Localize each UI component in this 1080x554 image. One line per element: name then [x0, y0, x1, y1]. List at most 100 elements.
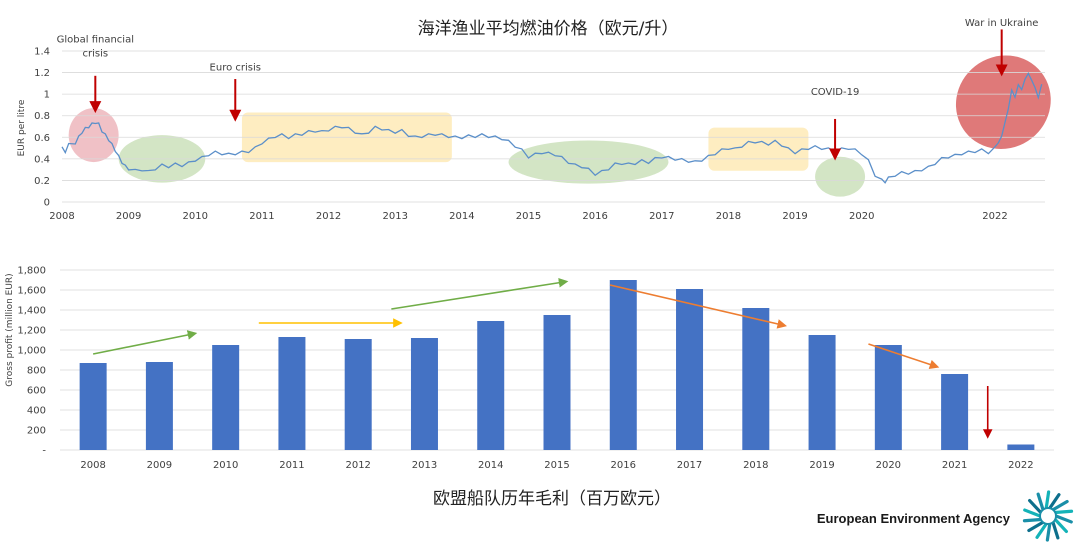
y-tick-label: -	[42, 446, 46, 457]
logo-ray	[1051, 499, 1069, 512]
gross-profit-chart: - 200 400 600 800 1,000 1,200 1,400 1,600 1,800 2…	[5, 266, 1054, 509]
y-tick-label: 400	[27, 406, 46, 417]
y-tick-label: 0.4	[34, 154, 50, 165]
eea-logo-icon	[1022, 490, 1074, 542]
x-tick-label: 2020	[849, 211, 874, 222]
fuel-price-x-ticks: 2008 2009 2010 2011 2012 2013 2014 2015 2016 2017…	[49, 211, 1007, 222]
gross-profit-y-ticks: - 200 400 600 800 1,000 1,200 1,400 1,600 1,800	[17, 266, 46, 457]
x-tick-label: 2021	[942, 460, 967, 471]
y-tick-label: 1,000	[17, 346, 46, 357]
x-tick-label: 2014	[449, 211, 474, 222]
x-tick-label: 2015	[516, 211, 541, 222]
logo-ray	[1053, 517, 1068, 534]
fuel-price-chart: 海洋渔业平均燃油价格（欧元/升） 0 0.2 0.4 0.6 0.8 1 1.2 1.4 20…	[17, 18, 1051, 222]
event-annotations: Global financial crisis Euro crisis COVID-1…	[57, 18, 1039, 98]
bar-2017	[676, 289, 704, 450]
logo-ray	[1023, 508, 1042, 518]
x-tick-label: 2013	[382, 211, 407, 222]
x-tick-label: 2010	[183, 211, 208, 222]
trend-arrow-3	[609, 284, 787, 329]
fuel-price-y-ticks: 0 0.2 0.4 0.6 0.8 1 1.2 1.4	[34, 47, 50, 209]
bar-2021	[941, 374, 969, 450]
y-tick-label: 1,800	[17, 266, 46, 277]
logo-ray	[1028, 498, 1043, 515]
x-tick-label: 2020	[876, 460, 901, 471]
highlight-regions	[68, 55, 1051, 197]
bar-2008	[79, 363, 107, 450]
gross-profit-x-ticks: 2008 2009 2010 2011 2012 2013 2014 2015 2016 2017…	[80, 460, 1033, 471]
x-tick-label: 2019	[809, 460, 834, 471]
fuel-price-gridlines	[62, 50, 1045, 203]
y-tick-label: 1	[44, 90, 50, 101]
y-tick-label: 1.4	[34, 47, 50, 58]
x-tick-label: 2018	[716, 211, 741, 222]
y-tick-label: 0.8	[34, 111, 50, 122]
x-tick-label: 2009	[147, 460, 172, 471]
bar-2010	[212, 345, 240, 450]
x-tick-label: 2018	[743, 460, 768, 471]
x-tick-label: 2012	[316, 211, 341, 222]
bar-2009	[145, 362, 173, 450]
bar-2014	[477, 321, 505, 450]
bar-2018	[742, 308, 770, 450]
logo-ray	[1054, 514, 1073, 524]
y-tick-label: 200	[27, 426, 46, 437]
x-tick-label: 2009	[116, 211, 141, 222]
trend-arrow-2	[391, 278, 569, 310]
x-tick-label: 2015	[544, 460, 569, 471]
bar-2015	[543, 315, 571, 450]
logo-ray	[1044, 490, 1051, 510]
x-tick-label: 2011	[279, 460, 304, 471]
bar-2013	[410, 338, 438, 450]
trend-arrows	[92, 278, 993, 439]
logo-ray	[1022, 517, 1043, 523]
x-tick-label: 2013	[412, 460, 437, 471]
x-tick-label: 2016	[611, 460, 636, 471]
bar-2011	[278, 337, 306, 450]
x-tick-label: 2010	[213, 460, 238, 471]
annotation-label: crisis	[83, 48, 109, 59]
bar-2022	[1007, 444, 1035, 450]
logo-ray	[1053, 509, 1074, 515]
logo-ray	[1045, 522, 1052, 542]
y-tick-label: 1,200	[17, 326, 46, 337]
y-tick-label: 800	[27, 366, 46, 377]
logo-ray	[1027, 520, 1045, 533]
x-tick-label: 2019	[782, 211, 807, 222]
y-tick-label: 0	[44, 198, 50, 209]
highlight-ellipse-5	[815, 156, 866, 197]
trend-arrow-4	[868, 343, 940, 370]
annotation-label: War in Ukraine	[965, 18, 1039, 29]
gross-profit-bars	[79, 280, 1035, 450]
y-tick-label: 600	[27, 386, 46, 397]
bar-2016	[609, 280, 637, 450]
x-tick-label: 2008	[80, 460, 105, 471]
gross-profit-y-axis-label: Gross profit (million EUR)	[5, 273, 15, 386]
highlight-ellipse-6	[955, 55, 1051, 150]
y-tick-label: 0.6	[34, 133, 50, 144]
annotation-label: Euro crisis	[210, 62, 261, 73]
x-tick-label: 2017	[677, 460, 702, 471]
gross-profit-chart-title: 欧盟船队历年毛利（百万欧元）	[433, 489, 671, 509]
agency-name: European Environment Agency	[817, 511, 1011, 526]
x-tick-label: 2017	[649, 211, 674, 222]
bar-2012	[344, 339, 372, 450]
highlight-box-4	[708, 127, 809, 171]
x-tick-label: 2016	[582, 211, 607, 222]
logo-ray	[1035, 522, 1048, 539]
y-tick-label: 0.2	[34, 176, 50, 187]
annotation-label: COVID-19	[811, 87, 860, 98]
fuel-price-line	[61, 72, 1043, 184]
logo-ray	[1051, 520, 1060, 540]
bar-2019	[808, 335, 836, 450]
x-tick-label: 2014	[478, 460, 503, 471]
bar-2020	[874, 345, 902, 450]
fuel-price-chart-title: 海洋渔业平均燃油价格（欧元/升）	[418, 19, 679, 39]
y-tick-label: 1,400	[17, 306, 46, 317]
highlight-ellipse-3	[508, 140, 669, 184]
annotation-label: Global financial	[57, 34, 134, 45]
event-arrows	[89, 29, 1008, 161]
x-tick-label: 2008	[49, 211, 74, 222]
logo-ray	[1048, 493, 1061, 510]
